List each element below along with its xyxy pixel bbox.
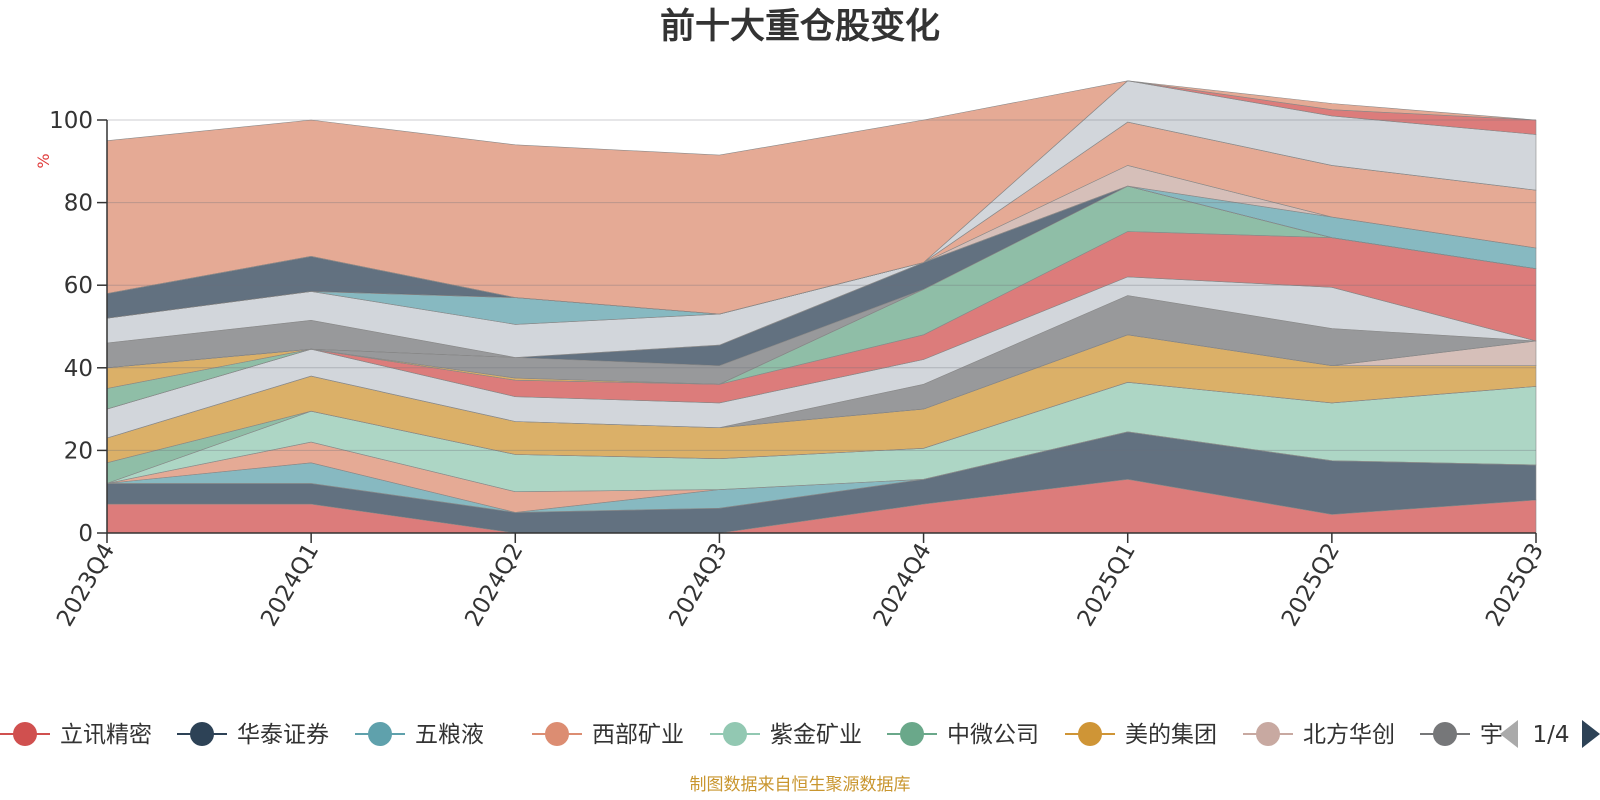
- x-tick-label-2024Q4: 2024Q4: [869, 539, 937, 631]
- y-tick-label-40: 40: [64, 356, 93, 382]
- legend-label: 西部矿业: [592, 722, 684, 748]
- x-tick-label-2025Q1: 2025Q1: [1073, 539, 1141, 631]
- y-tick-label-80: 80: [64, 191, 93, 217]
- legend-marker-icon: [900, 722, 924, 746]
- legend-item-五粮液[interactable]: 五粮液: [355, 722, 484, 748]
- legend-label: 立讯精密: [60, 722, 152, 748]
- legend-item-紫金矿业[interactable]: 紫金矿业: [710, 722, 862, 748]
- legend-marker-icon: [1078, 722, 1102, 746]
- legend-label: 美的集团: [1125, 722, 1217, 748]
- legend-prev-arrow-icon[interactable]: [1500, 720, 1518, 748]
- legend-page-indicator: 1/4: [1532, 722, 1569, 748]
- legend-label: 宇: [1480, 722, 1503, 748]
- legend-marker-icon: [545, 722, 569, 746]
- legend-next-arrow-icon[interactable]: [1582, 720, 1600, 748]
- y-tick-label-100: 100: [49, 108, 93, 134]
- legend-label: 紫金矿业: [770, 722, 862, 748]
- legend: 立讯精密 华泰证券 五粮液 西部矿业 紫金矿业 中微公司 美的集团 北方华创 宇: [0, 722, 1503, 748]
- y-tick-label-60: 60: [64, 273, 93, 299]
- legend-item-北方华创[interactable]: 北方华创: [1243, 722, 1395, 748]
- legend-marker-icon: [723, 722, 747, 746]
- legend-label: 华泰证券: [237, 722, 329, 748]
- legend-label: 北方华创: [1303, 722, 1395, 748]
- legend-item-立讯精密[interactable]: 立讯精密: [0, 722, 152, 748]
- legend-marker-icon: [190, 722, 214, 746]
- legend-label: 五粮液: [415, 722, 484, 748]
- legend-pager: 1/4: [1500, 720, 1600, 748]
- data-source-note: 制图数据来自恒生聚源数据库: [690, 775, 911, 795]
- chart-title: 前十大重仓股变化: [660, 7, 940, 47]
- legend-marker-icon: [368, 722, 392, 746]
- x-tick-label-2025Q3: 2025Q3: [1481, 539, 1549, 631]
- legend-item-西部矿业[interactable]: 西部矿业: [532, 722, 684, 748]
- x-tick-label-2024Q1: 2024Q1: [256, 539, 324, 631]
- legend-item-华泰证券[interactable]: 华泰证券: [177, 722, 329, 748]
- y-tick-label-0: 0: [78, 521, 93, 547]
- legend-item-宇[interactable]: 宇: [1420, 722, 1503, 748]
- legend-item-美的集团[interactable]: 美的集团: [1065, 722, 1217, 748]
- legend-item-中微公司[interactable]: 中微公司: [887, 722, 1039, 748]
- x-tick-label-2023Q4: 2023Q4: [52, 539, 120, 631]
- legend-label: 中微公司: [947, 722, 1039, 748]
- gridlines: [107, 119, 1536, 451]
- y-tick-label-20: 20: [64, 438, 93, 464]
- y-axis-unit: %: [34, 153, 53, 168]
- legend-marker-icon: [1256, 722, 1280, 746]
- x-tick-label-2024Q3: 2024Q3: [664, 539, 732, 631]
- x-tick-label-2025Q2: 2025Q2: [1277, 539, 1345, 631]
- legend-marker-icon: [1433, 722, 1457, 746]
- area-series-layer: [106, 80, 1537, 534]
- area-24: [106, 80, 1537, 315]
- x-tick-label-2024Q2: 2024Q2: [460, 539, 528, 631]
- legend-marker-icon: [13, 722, 37, 746]
